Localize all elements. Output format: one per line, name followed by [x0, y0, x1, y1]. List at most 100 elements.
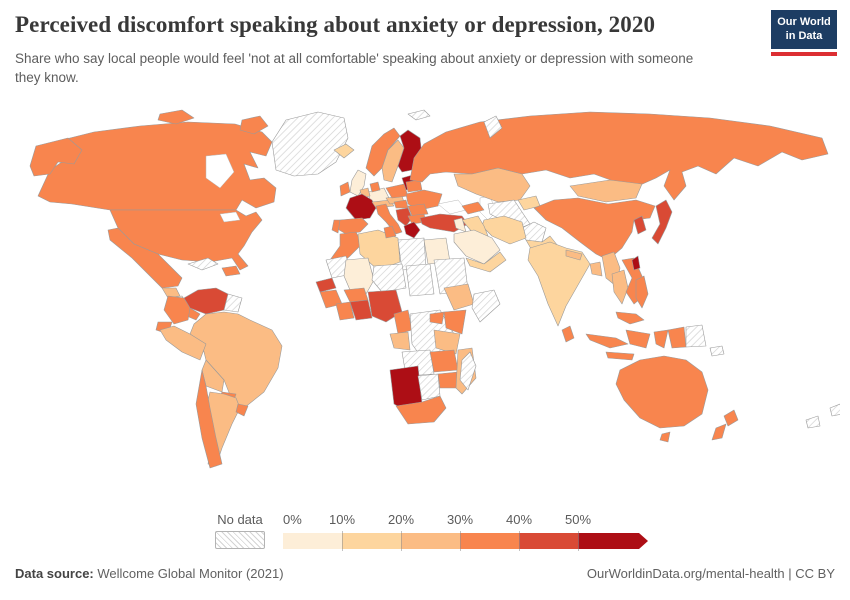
region-niger[interactable] [371, 263, 407, 293]
region-cameroon[interactable] [393, 309, 413, 335]
region-kazakhstan[interactable] [453, 167, 531, 203]
region-dominican-republic[interactable] [221, 265, 241, 277]
region-papua-new-guinea[interactable] [685, 324, 707, 348]
region-balkans[interactable] [395, 207, 413, 227]
region-zimbabwe[interactable] [437, 371, 459, 389]
region-romania[interactable] [407, 203, 429, 217]
region-madagascar[interactable] [459, 351, 477, 391]
owid-logo-box: Our World in Data [771, 10, 837, 49]
region-portugal[interactable] [331, 219, 341, 234]
region-south-korea[interactable] [633, 215, 647, 235]
region-spain[interactable] [335, 217, 369, 235]
region-chad[interactable] [405, 263, 435, 297]
legend-tick-label: 0% [283, 512, 302, 527]
region-alaska[interactable] [29, 137, 83, 177]
region-gabon-congo[interactable] [389, 331, 411, 351]
region-mexico[interactable] [107, 227, 183, 289]
legend-boundary-tick [519, 531, 520, 551]
region-greenland[interactable] [271, 111, 349, 177]
region-indonesia-borneo[interactable] [625, 329, 651, 349]
great-lakes [219, 211, 241, 223]
region-tunisia[interactable] [383, 225, 397, 239]
footer: Data source: Wellcome Global Monitor (20… [0, 566, 850, 581]
legend-color-scale: 0% 10% 20% 30% 40% 50% [283, 512, 648, 551]
region-brazil[interactable] [189, 311, 283, 409]
region-china[interactable] [533, 197, 656, 261]
page-title: Perceived discomfort speaking about anxi… [15, 12, 656, 37]
region-somalia[interactable] [471, 289, 501, 323]
legend-bucket-0-10[interactable] [283, 533, 342, 549]
region-south-africa[interactable] [395, 395, 447, 425]
region-senegal[interactable] [315, 277, 337, 293]
region-taiwan[interactable] [631, 255, 641, 271]
region-india[interactable] [527, 241, 591, 327]
region-canada-baffin[interactable] [239, 115, 269, 135]
region-tanzania[interactable] [433, 329, 461, 355]
legend-bucket-30-40[interactable] [460, 533, 519, 549]
region-canada[interactable] [37, 121, 277, 211]
region-bolivia[interactable] [201, 359, 225, 393]
region-uganda[interactable] [429, 311, 445, 325]
region-canada-islands[interactable] [157, 109, 195, 125]
region-ghana-benin[interactable] [349, 299, 373, 321]
region-caucasus[interactable] [461, 201, 485, 215]
region-japan[interactable] [651, 199, 673, 245]
region-thailand[interactable] [611, 269, 629, 305]
region-poland[interactable] [385, 183, 409, 199]
region-indonesia-papua[interactable] [667, 326, 687, 349]
owid-logo[interactable]: Our World in Data [771, 10, 837, 56]
region-france[interactable] [345, 193, 377, 221]
region-new-zealand-north[interactable] [723, 409, 739, 427]
legend-bucket-10-20[interactable] [342, 533, 401, 549]
region-indonesia-sumatra[interactable] [585, 333, 629, 349]
legend-tick-label: 10% [328, 512, 356, 527]
region-peru[interactable] [159, 325, 207, 361]
region-sri-lanka[interactable] [561, 325, 575, 343]
region-colombia[interactable] [163, 295, 191, 325]
region-iraq[interactable] [461, 215, 489, 237]
legend-tick-label: 50% [564, 512, 592, 527]
legend-bucket-40-50[interactable] [519, 533, 578, 549]
region-philippines[interactable] [635, 275, 649, 309]
region-mongolia[interactable] [569, 179, 643, 203]
region-ethiopia[interactable] [443, 283, 475, 311]
legend-tick-label: 30% [446, 512, 474, 527]
region-yemen-oman[interactable] [465, 251, 507, 273]
owid-logo-line1: Our World [777, 16, 831, 28]
region-iceland[interactable] [333, 143, 355, 159]
region-nigeria[interactable] [367, 289, 403, 323]
region-novaya-zemlya[interactable] [483, 115, 503, 139]
region-uruguay[interactable] [235, 403, 249, 417]
region-australia[interactable] [615, 355, 709, 429]
region-zambia[interactable] [429, 349, 459, 373]
footer-source-value: Wellcome Global Monitor (2021) [93, 566, 284, 581]
region-new-caledonia[interactable] [805, 415, 821, 429]
region-fiji[interactable] [829, 403, 843, 417]
footer-link[interactable]: OurWorldinData.org/mental-health | CC BY [586, 566, 835, 581]
region-botswana[interactable] [417, 373, 441, 401]
region-svalbard[interactable] [407, 109, 431, 121]
region-greece[interactable] [403, 221, 421, 239]
legend-bucket-20-30[interactable] [401, 533, 460, 549]
region-guyana-suriname[interactable] [223, 293, 243, 313]
region-ireland[interactable] [339, 181, 351, 197]
region-cuba[interactable] [187, 257, 219, 271]
region-denmark[interactable] [369, 181, 381, 193]
region-nepal[interactable] [565, 249, 583, 261]
region-bangladesh[interactable] [589, 261, 603, 277]
hudson-bay [205, 153, 235, 189]
region-indonesia-java[interactable] [605, 351, 635, 361]
region-italy[interactable] [375, 203, 403, 235]
region-kenya[interactable] [443, 309, 467, 335]
region-new-zealand-south[interactable] [711, 423, 727, 441]
region-malaysia[interactable] [615, 311, 645, 325]
region-chile[interactable] [195, 369, 223, 469]
region-burkina-faso[interactable] [343, 287, 369, 303]
region-saudi-arabia[interactable] [453, 229, 501, 265]
region-tasmania[interactable] [659, 431, 671, 443]
legend-bucket-50+[interactable] [578, 533, 648, 549]
region-solomon-islands[interactable] [709, 345, 725, 357]
region-ivory-coast[interactable] [335, 301, 355, 321]
legend-no-data-swatch[interactable] [215, 531, 265, 549]
region-indonesia-sulawesi[interactable] [653, 329, 669, 349]
